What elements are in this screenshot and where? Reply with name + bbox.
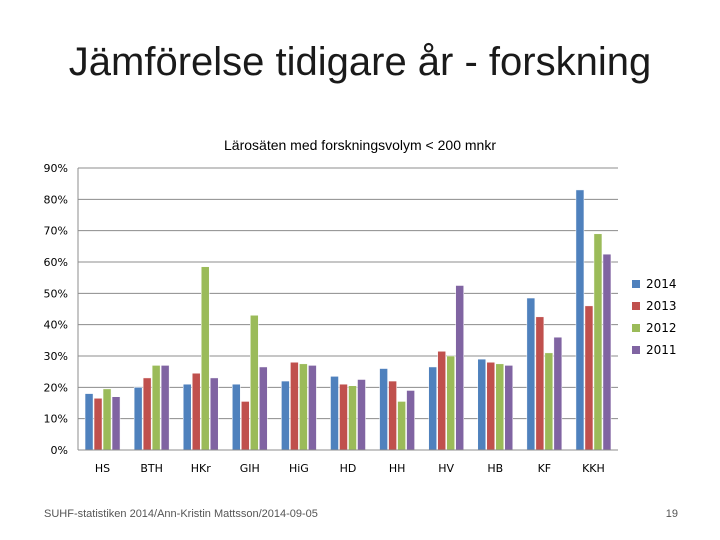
axes: 0% 10% 20% 30% 40% 50% 60% 70% 80% 90% HS BTH HKr GIH… — [44, 162, 618, 475]
bar — [330, 376, 339, 451]
bar — [535, 316, 545, 451]
y-tick-label: 0% — [51, 444, 68, 457]
bar — [232, 383, 241, 451]
x-tick-label: HH — [389, 462, 406, 475]
legend-label: 2011 — [646, 343, 677, 357]
y-tick-label: 30% — [44, 350, 68, 363]
page-number: 19 — [665, 508, 678, 520]
y-tick-label: 50% — [44, 287, 68, 300]
bar — [111, 396, 121, 451]
bar — [182, 383, 192, 451]
bar — [593, 233, 603, 451]
bar — [339, 383, 348, 451]
bar — [348, 385, 357, 451]
bar — [102, 388, 112, 451]
y-tick-label: 70% — [44, 225, 68, 238]
bar — [553, 336, 563, 451]
bar — [308, 365, 317, 451]
bar — [151, 365, 161, 451]
bar — [241, 401, 250, 451]
bar — [160, 365, 170, 451]
bar — [84, 393, 94, 451]
x-tick-label: BTH — [140, 462, 163, 475]
bar — [200, 266, 210, 451]
bar — [544, 352, 554, 451]
bar-chart: 0% 10% 20% 30% 40% 50% 60% 70% 80% 90% HS BTH HKr GIH… — [44, 162, 677, 475]
x-tick-label: HiG — [289, 462, 309, 475]
bar — [281, 380, 290, 451]
bar — [142, 377, 152, 451]
bar — [357, 379, 366, 451]
legend-swatch — [632, 324, 640, 332]
x-tick-label: HB — [487, 462, 503, 475]
bar — [575, 189, 585, 451]
legend-swatch — [632, 302, 640, 310]
y-tick-label: 90% — [44, 162, 68, 175]
bar — [133, 387, 143, 451]
x-tick-label: KF — [538, 462, 552, 475]
footer-source: SUHF-statistiken 2014/Ann-Kristin Mattss… — [44, 508, 318, 520]
bar — [602, 253, 612, 451]
x-tick-label: KKH — [582, 462, 605, 475]
y-tick-label: 10% — [44, 413, 68, 426]
slide-title: Jämförelse tidigare år - forskning — [68, 40, 652, 84]
y-tick-label: 20% — [44, 381, 68, 394]
y-tick-label: 40% — [44, 319, 68, 332]
bar — [93, 398, 103, 451]
legend-label: 2012 — [646, 321, 677, 335]
bar — [584, 305, 594, 451]
bar — [437, 351, 446, 451]
bar — [388, 380, 397, 451]
bar — [406, 390, 415, 451]
x-tick-label: GIH — [240, 462, 260, 475]
x-tick-label: HV — [438, 462, 454, 475]
bar — [379, 368, 388, 451]
bar — [486, 362, 496, 451]
y-tick-label: 80% — [44, 193, 68, 206]
bar — [299, 363, 308, 451]
legend: 2014 2013 2012 2011 — [632, 277, 677, 357]
bar — [209, 377, 219, 451]
bar — [290, 362, 299, 451]
legend-swatch — [632, 346, 640, 354]
legend-swatch — [632, 280, 640, 288]
legend-label: 2014 — [646, 277, 677, 291]
bar — [191, 372, 201, 451]
bar — [504, 365, 514, 451]
bar — [455, 285, 464, 451]
bar — [397, 401, 406, 451]
legend-label: 2013 — [646, 299, 677, 313]
bar — [495, 363, 505, 451]
bar — [428, 366, 437, 451]
bars — [84, 189, 612, 451]
bar — [526, 297, 536, 451]
bar — [250, 315, 259, 451]
chart-title: Lärosäten med forskningsvolym < 200 mnkr — [224, 137, 496, 153]
x-tick-label: HD — [340, 462, 357, 475]
bar — [446, 355, 455, 451]
bar — [477, 358, 487, 451]
y-tick-label: 60% — [44, 256, 68, 269]
x-tick-label: HKr — [191, 462, 211, 475]
x-tick-label: HS — [95, 462, 110, 475]
bar — [259, 366, 268, 451]
